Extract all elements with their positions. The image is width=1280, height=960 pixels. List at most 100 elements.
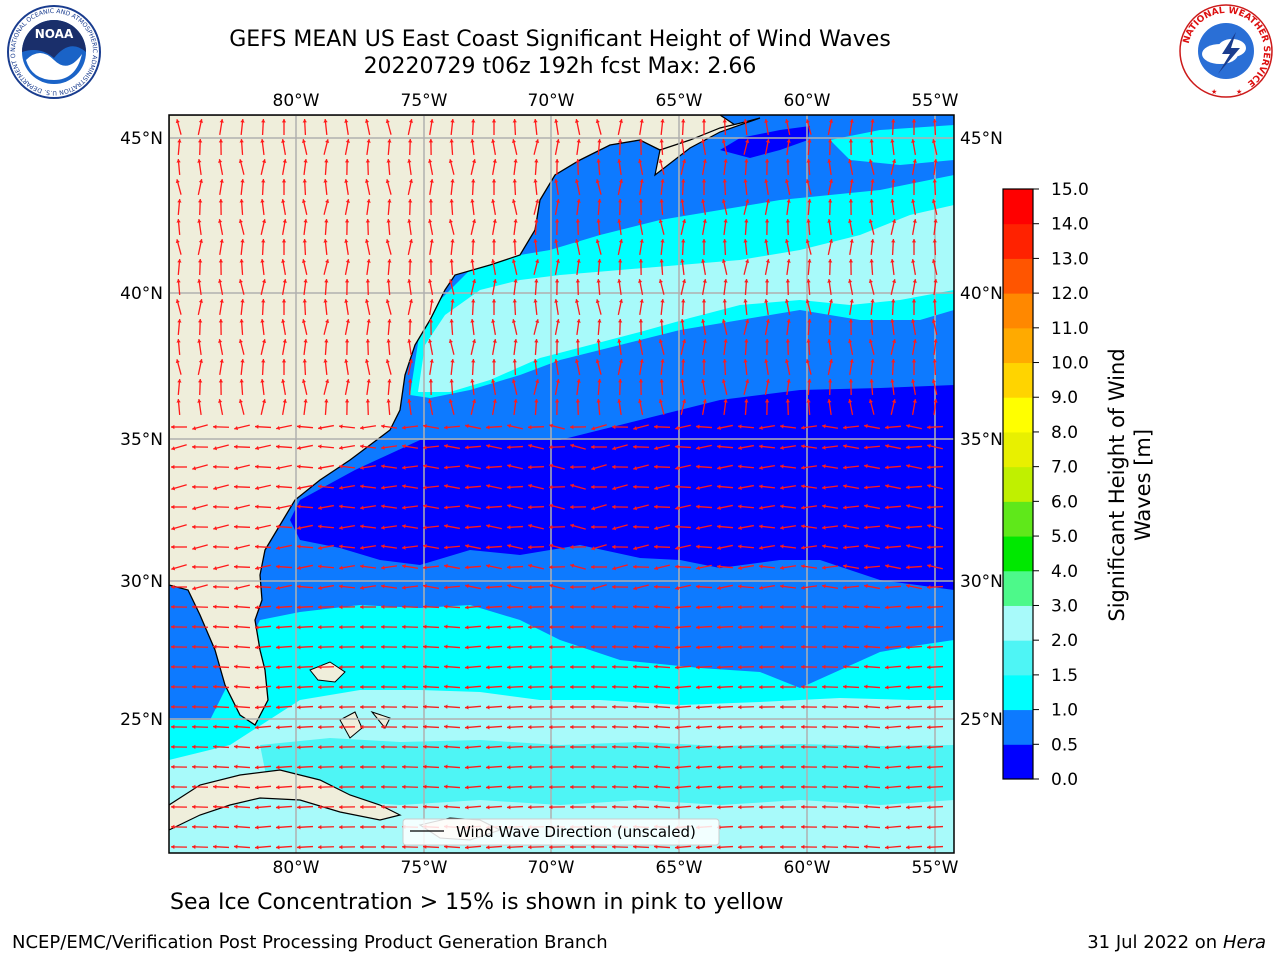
wave-arrow-head — [360, 564, 364, 569]
wave-arrow-head — [681, 119, 686, 123]
wave-arrow-head — [281, 379, 286, 383]
wave-arrow-head — [843, 644, 847, 649]
wave-arrow-head — [444, 484, 448, 489]
wave-arrow-head — [218, 139, 224, 143]
wave-arrow-head — [617, 159, 622, 163]
wave-arrow-head — [549, 744, 553, 750]
wave-arrow-head — [423, 684, 427, 689]
wave-arrow-head — [633, 724, 637, 729]
wave-arrow-head — [261, 159, 267, 163]
wave-arrow-head — [260, 139, 265, 143]
wave-arrow-head — [780, 464, 784, 469]
wave-arrow-head — [177, 379, 182, 383]
wave-arrow-head — [702, 219, 707, 223]
wave-arrow-head — [402, 604, 406, 609]
wave-arrow-head — [931, 139, 937, 143]
wave-arrow-head — [255, 625, 259, 630]
wave-arrow-head — [423, 604, 427, 609]
wave-arrow-head — [570, 443, 575, 448]
wave-arrow-head — [555, 319, 560, 323]
wave-arrow-head — [444, 505, 448, 510]
wave-arrow-head — [675, 444, 679, 449]
wave-arrow-head — [486, 745, 490, 750]
wave-arrow-head — [381, 544, 385, 549]
wave-arrow-head — [843, 624, 847, 629]
wave-arrow-head — [612, 566, 617, 571]
wave-arrow-head — [444, 744, 448, 749]
wave-arrow-head — [507, 685, 511, 690]
wave-arrow-head — [759, 604, 763, 610]
wave-arrow-head — [323, 119, 328, 123]
wave-arrow-head — [297, 584, 301, 589]
wave-arrow-head — [696, 424, 700, 429]
wave-arrow-head — [680, 199, 685, 203]
wave-arrow-head — [738, 765, 742, 770]
wave-arrow-head — [444, 444, 448, 449]
wave-arrow-head — [595, 299, 600, 304]
wave-arrow-head — [471, 239, 476, 243]
wave-arrow-head — [339, 544, 343, 549]
wave-arrow-head — [360, 664, 364, 670]
wave-arrow-head — [192, 444, 196, 450]
wave-arrow-head — [381, 824, 385, 830]
wave-arrow-head — [385, 359, 390, 364]
wave-arrow-head — [175, 359, 180, 364]
wave-arrow-head — [822, 764, 826, 769]
wave-arrow-head — [423, 644, 427, 649]
chart-subtitle: 20220729 t06z 192h fcst Max: 2.66 — [363, 54, 757, 79]
wave-arrow-head — [465, 845, 469, 850]
wave-arrow-head — [738, 745, 742, 750]
wave-arrow-head — [806, 339, 811, 343]
wave-arrow-head — [192, 524, 196, 530]
wave-arrow-head — [318, 685, 322, 690]
wave-arrow-head — [381, 664, 385, 670]
wave-arrow-head — [360, 484, 364, 489]
wave-arrow-head — [933, 219, 938, 223]
wave-arrow-head — [234, 624, 238, 629]
wave-arrow-head — [574, 359, 580, 363]
wave-arrow-head — [491, 199, 496, 203]
wave-arrow-head — [261, 239, 266, 243]
wave-arrow-head — [633, 744, 637, 749]
wave-arrow-head — [717, 465, 721, 471]
wave-arrow-head — [360, 784, 364, 790]
wave-arrow-head — [759, 624, 763, 630]
wave-arrow-head — [423, 784, 427, 789]
colorbar-tick-label: 3.0 — [1051, 596, 1078, 616]
wave-arrow-head — [339, 644, 343, 650]
wave-arrow-head — [423, 445, 427, 450]
wave-arrow-head — [528, 483, 533, 488]
wave-arrow-head — [618, 199, 623, 203]
wave-arrow-head — [591, 466, 596, 471]
wave-arrow-head — [549, 524, 553, 530]
wave-arrow-head — [864, 424, 868, 429]
wave-arrow-head — [780, 644, 784, 650]
wave-arrow-head — [339, 764, 343, 770]
wave-arrow-head — [535, 259, 540, 264]
colorbar-segment — [1003, 223, 1033, 259]
wave-arrow-head — [213, 704, 217, 709]
wave-arrow-head — [696, 544, 700, 549]
wave-arrow-head — [721, 139, 727, 143]
wave-arrow-head — [365, 339, 370, 343]
wave-arrow-head — [927, 705, 931, 710]
lon-tick-bottom: 80°W — [273, 858, 320, 878]
wave-arrow-head — [511, 259, 517, 263]
colorbar-tick-label: 0.5 — [1051, 735, 1078, 755]
wave-arrow-head — [885, 805, 889, 810]
wave-arrow-head — [234, 844, 238, 849]
wave-arrow-head — [423, 544, 427, 549]
wave-arrow-head — [780, 724, 784, 730]
wave-arrow-head — [234, 484, 238, 489]
wave-arrow-head — [785, 159, 790, 163]
wave-arrow-head — [301, 319, 307, 323]
wave-arrow-head — [591, 524, 595, 530]
wave-arrow-head — [381, 584, 385, 589]
wave-arrow-head — [449, 199, 454, 203]
wave-arrow-head — [780, 764, 784, 770]
lon-tick-bottom: 65°W — [656, 858, 703, 878]
wave-arrow-head — [260, 259, 265, 263]
colorbar-segment — [1003, 674, 1033, 711]
wave-arrow-head — [675, 524, 679, 529]
wave-arrow-head — [218, 199, 224, 203]
